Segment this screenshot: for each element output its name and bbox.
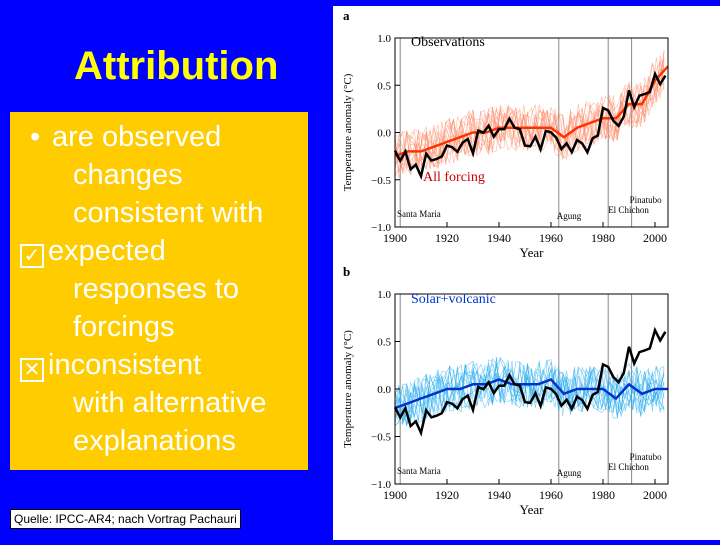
y-tick-label: −0.5	[371, 175, 391, 187]
volcano-label: Agung	[557, 211, 582, 221]
bullet-line: consistent with	[73, 197, 264, 229]
volcano-label: Agung	[557, 468, 582, 478]
series-annotation: Observations	[411, 35, 485, 50]
volcano-label: Pinatubo	[630, 195, 663, 205]
x-axis-label: Year	[520, 245, 545, 260]
x-axis-label: Year	[520, 502, 545, 517]
bullet-line: with alternative	[73, 387, 267, 419]
bullet-line: explanations	[73, 425, 236, 457]
bullet-line: inconsistent	[48, 349, 202, 381]
checkbox-checked-icon: ✓	[20, 244, 44, 268]
observations-line	[393, 70, 667, 180]
bullet-line: expected	[48, 235, 166, 267]
volcano-label: Pinatubo	[630, 452, 663, 462]
x-tick-label: 1920	[435, 231, 459, 245]
y-tick-label: 0.0	[377, 384, 391, 396]
source-citation: Quelle: IPCC-AR4; nach Vortrag Pachauri	[10, 509, 241, 529]
observations-line	[393, 326, 667, 437]
x-tick-label: 2000	[643, 488, 667, 502]
x-tick-label: 1940	[487, 231, 511, 245]
x-tick-label: 1980	[591, 488, 615, 502]
ensemble-member-line	[394, 62, 665, 176]
series-annotation: All forcing	[423, 170, 485, 185]
panel-label: a	[343, 8, 350, 23]
ensemble-member-line	[394, 76, 665, 171]
volcano-label: El Chichon	[608, 205, 649, 215]
y-tick-label: −1.0	[371, 222, 391, 234]
y-tick-label: 0.5	[377, 337, 391, 349]
model-mean-line	[394, 65, 669, 158]
x-tick-label: 1960	[539, 231, 563, 245]
slide-title: Attribution	[74, 44, 279, 88]
y-tick-label: 1.0	[377, 33, 391, 45]
bullet-box	[10, 112, 308, 470]
volcano-label: El Chichon	[608, 462, 649, 472]
y-tick-label: −0.5	[371, 432, 391, 444]
volcano-label: Santa Maria	[397, 209, 441, 219]
ensemble-member-line	[394, 358, 665, 419]
y-tick-label: 0.0	[377, 128, 391, 140]
y-tick-label: 1.0	[377, 289, 391, 301]
bullet-list: • are observed changes consistent with ✓ e…	[20, 118, 266, 460]
y-axis-label: Temperature anomaly (°C)	[342, 330, 354, 448]
y-tick-label: 0.5	[377, 80, 391, 92]
y-axis-label: Temperature anomaly (°C)	[342, 73, 354, 191]
checkbox-crossed-icon: ✕	[20, 358, 44, 382]
x-tick-label: 2000	[643, 231, 667, 245]
ensemble-member-line	[394, 76, 665, 173]
x-tick-label: 1900	[383, 231, 407, 245]
panel-label: b	[343, 264, 350, 279]
model-mean-line	[394, 378, 668, 410]
x-tick-label: 1940	[487, 488, 511, 502]
crossed-item: ✕ inconsistent	[20, 346, 266, 384]
x-tick-label: 1920	[435, 488, 459, 502]
series-annotation: Solar+volcanic	[411, 292, 496, 307]
bullet-line: forcings	[73, 311, 175, 343]
y-tick-label: −1.0	[371, 479, 391, 491]
bullet-line: are observed	[52, 121, 222, 153]
checked-item: ✓ expected	[20, 232, 266, 270]
bullet-line: changes	[73, 159, 183, 191]
figure-panel: a 1.0 0.5 0.0 −0.5 −1.0 1900 1920 1940 1960 1980 20…	[333, 6, 720, 540]
bullet-dot-icon: •	[30, 121, 41, 153]
x-tick-label: 1960	[539, 488, 563, 502]
bullet-item: • are observed	[20, 118, 266, 156]
ensemble-member-line	[394, 51, 665, 174]
volcano-label: Santa Maria	[397, 466, 441, 476]
x-tick-label: 1900	[383, 488, 407, 502]
x-tick-label: 1980	[591, 231, 615, 245]
bullet-line: responses to	[73, 273, 240, 305]
